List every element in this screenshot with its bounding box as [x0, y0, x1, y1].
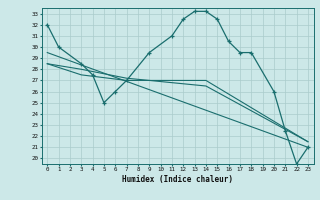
X-axis label: Humidex (Indice chaleur): Humidex (Indice chaleur) — [122, 175, 233, 184]
